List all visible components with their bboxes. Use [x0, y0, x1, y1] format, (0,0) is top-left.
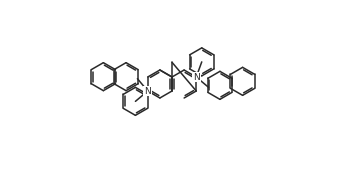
Text: N: N	[193, 73, 200, 82]
Text: N: N	[144, 87, 151, 95]
